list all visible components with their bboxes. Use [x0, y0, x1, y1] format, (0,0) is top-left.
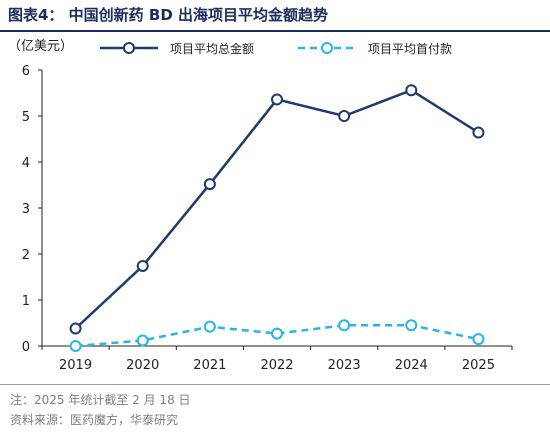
x-tick-label: 2024 [395, 358, 428, 373]
legend-label-2: 项目平均首付款 [368, 42, 452, 56]
y-tick-label: 5 [22, 110, 30, 125]
source-note: 资料来源：医药魔方，华泰研究 [10, 413, 179, 427]
y-tick-label: 3 [22, 202, 30, 217]
series-1-point [136, 259, 149, 272]
y-tick-label: 6 [22, 64, 30, 79]
series-2-point [338, 319, 351, 332]
x-tick-label: 2019 [59, 358, 92, 373]
series-1-point [203, 178, 216, 191]
series-2-point [203, 320, 216, 333]
x-tick-label: 2020 [126, 358, 159, 373]
title-rule [0, 30, 550, 32]
x-tick-label: 2023 [328, 358, 361, 373]
series-1-point [69, 322, 82, 335]
bottom-rule [0, 384, 550, 385]
legend-swatch-marker-2 [321, 42, 333, 54]
series-line-1 [74, 88, 480, 330]
x-tick-label: 2025 [462, 358, 495, 373]
series-1-point [271, 93, 283, 106]
series-1-point [338, 110, 351, 122]
series-2-point [405, 319, 418, 332]
date-note: 注：2025 年统计截至 2 月 18 日 [10, 393, 191, 407]
y-tick-label: 4 [22, 156, 30, 171]
line-chart: （亿美元） 0 1 2 3 4 5 6 2019 2020 2021 2022 2023 2024 2025… [8, 39, 513, 373]
legend-label-1: 项目平均总金额 [170, 41, 254, 56]
series-2-point [271, 327, 283, 340]
y-tick-label: 0 [22, 340, 30, 355]
legend-swatch-marker-1 [123, 42, 135, 54]
y-axis-unit-label: （亿美元） [8, 39, 73, 54]
y-tick-label: 2 [22, 248, 30, 263]
series-1-point [472, 126, 485, 139]
series-2-point [472, 333, 485, 346]
series-2-point [136, 334, 149, 347]
series-2-point [69, 340, 82, 352]
series-1-point [405, 84, 418, 97]
y-tick-label: 1 [22, 294, 30, 309]
x-tick-label: 2021 [193, 358, 226, 373]
figure-title: 图表4： 中国创新药 BD 出海项目平均金额趋势 [8, 6, 328, 24]
x-tick-label: 2022 [260, 358, 293, 373]
